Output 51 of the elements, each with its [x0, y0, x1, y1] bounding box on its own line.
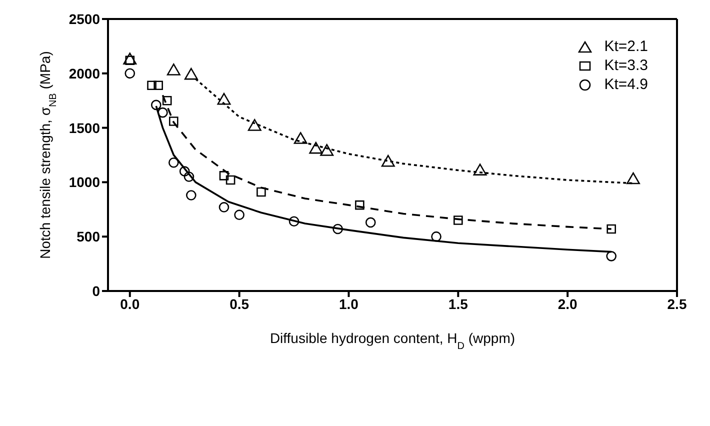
- legend-label: Kt=3.3: [604, 57, 648, 74]
- point: [454, 216, 463, 225]
- point: [606, 251, 617, 262]
- point: [248, 119, 262, 131]
- point: [626, 172, 640, 184]
- point: [606, 224, 616, 234]
- y-tick-label: 1500: [68, 120, 100, 136]
- point: [226, 175, 236, 185]
- point: [154, 80, 163, 90]
- point: [294, 132, 308, 144]
- x-tick-label: 1.5: [448, 296, 468, 312]
- point: [473, 164, 487, 176]
- x-tick-label: 2.5: [667, 296, 687, 312]
- x-tick-label: 2.0: [558, 296, 578, 312]
- point: [355, 200, 364, 210]
- point: [381, 154, 395, 167]
- y-tick-label: 500: [76, 228, 100, 245]
- point: [218, 202, 230, 212]
- point: [186, 190, 196, 200]
- point: [123, 52, 137, 65]
- point: [162, 96, 172, 106]
- point: [169, 116, 178, 126]
- x-tick-label: 1.0: [338, 296, 359, 312]
- x-tick-label: 0.5: [230, 296, 250, 312]
- y-tick-label: 2500: [68, 10, 100, 27]
- y-tick-label: 1000: [68, 174, 100, 190]
- point: [147, 80, 156, 90]
- point: [217, 92, 231, 105]
- y-tick-label: 0: [92, 282, 100, 299]
- point: [431, 231, 442, 242]
- point: [256, 187, 266, 197]
- point: [166, 64, 180, 76]
- point: [179, 166, 190, 176]
- point: [184, 68, 198, 80]
- point: [320, 144, 334, 156]
- legend-label: Kt=2.1: [604, 38, 648, 55]
- x-axis-title: Diffusible hydrogen content, H$_{D}$ (wppm): [270, 330, 516, 352]
- point: [184, 172, 194, 182]
- point: [150, 100, 162, 110]
- point: [332, 224, 343, 234]
- x-tick-label: 0.0: [120, 296, 140, 312]
- point: [309, 142, 323, 154]
- y-tick-label: 2000: [68, 65, 100, 82]
- point: [288, 216, 300, 227]
- point: [234, 210, 244, 220]
- point: [158, 107, 168, 118]
- point: [365, 217, 376, 228]
- point: [168, 157, 179, 168]
- legend-label: Kt=4.9: [604, 76, 648, 93]
- point: [124, 68, 136, 79]
- point: [219, 171, 229, 180]
